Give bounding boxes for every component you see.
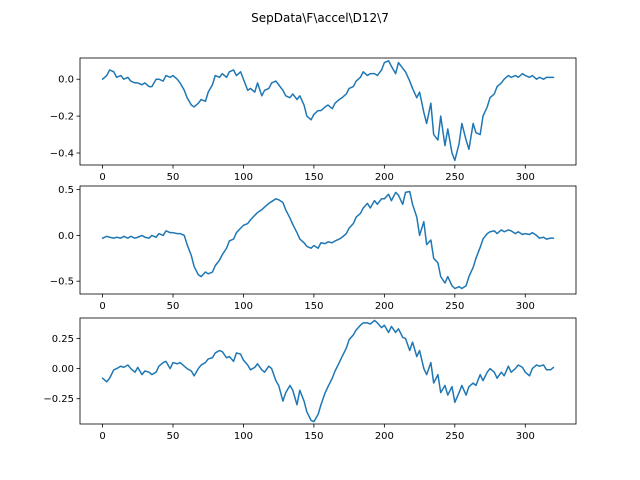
x-tick: 100 bbox=[234, 424, 253, 442]
x-tick: 250 bbox=[445, 424, 464, 442]
y-tick-label: −0.5 bbox=[50, 277, 74, 288]
x-tick-label: 200 bbox=[375, 431, 394, 442]
y-tick: 0.0 bbox=[58, 75, 80, 86]
y-tick: 0.00 bbox=[52, 364, 80, 375]
y-tick: 0.5 bbox=[58, 185, 80, 196]
x-tick-label: 200 bbox=[375, 301, 394, 312]
x-tick: 0 bbox=[99, 165, 106, 183]
x-tick-label: 250 bbox=[445, 431, 464, 442]
x-tick-label: 100 bbox=[234, 172, 253, 183]
x-tick: 300 bbox=[516, 165, 535, 183]
x-tick: 150 bbox=[304, 424, 323, 442]
x-tick-label: 300 bbox=[516, 301, 535, 312]
x-tick-label: 200 bbox=[375, 172, 394, 183]
subplot-1: 0 50 100 150 200 250 300 −0.4 −0.2 0.0 bbox=[50, 57, 577, 183]
x-tick-label: 150 bbox=[304, 301, 323, 312]
x-tick: 50 bbox=[167, 424, 180, 442]
y-tick-label: 0.25 bbox=[52, 334, 74, 345]
x-tick-label: 250 bbox=[445, 172, 464, 183]
x-tick-label: 250 bbox=[445, 301, 464, 312]
x-tick-label: 300 bbox=[516, 172, 535, 183]
y-tick: 0.0 bbox=[58, 231, 80, 242]
x-tick-label: 50 bbox=[167, 172, 180, 183]
y-tick-label: −0.2 bbox=[50, 112, 74, 123]
x-tick: 250 bbox=[445, 294, 464, 312]
x-tick-label: 0 bbox=[99, 431, 105, 442]
x-tick-label: 150 bbox=[304, 431, 323, 442]
x-tick: 250 bbox=[445, 165, 464, 183]
x-tick: 100 bbox=[234, 165, 253, 183]
subplot-2: 0 50 100 150 200 250 300 −0.5 0.0 0.5 bbox=[50, 185, 577, 312]
x-tick: 0 bbox=[99, 294, 106, 312]
x-tick: 200 bbox=[375, 424, 394, 442]
figure-title: SepData\F\accel\D12\7 bbox=[251, 11, 389, 25]
y-tick-label: −0.25 bbox=[43, 394, 74, 405]
y-tick-label: 0.00 bbox=[52, 364, 74, 375]
y-tick: −0.2 bbox=[50, 112, 80, 123]
y-tick-label: 0.5 bbox=[58, 185, 74, 196]
x-tick: 150 bbox=[304, 294, 323, 312]
x-tick-label: 100 bbox=[234, 301, 253, 312]
x-tick-label: 100 bbox=[234, 431, 253, 442]
series-line bbox=[101, 60, 555, 162]
y-tick-label: 0.0 bbox=[58, 231, 74, 242]
x-tick: 0 bbox=[99, 424, 106, 442]
axes-frame bbox=[79, 185, 577, 295]
y-tick: −0.4 bbox=[50, 149, 80, 160]
y-tick-label: −0.4 bbox=[50, 149, 74, 160]
x-tick-label: 0 bbox=[99, 172, 105, 183]
x-tick: 200 bbox=[375, 294, 394, 312]
series-line bbox=[101, 190, 555, 290]
subplot-3: 0 50 100 150 200 250 300 −0.25 0.00 0.25 bbox=[43, 317, 577, 442]
y-tick-label: 0.0 bbox=[58, 75, 74, 86]
x-tick-label: 300 bbox=[516, 431, 535, 442]
x-tick-label: 50 bbox=[167, 301, 180, 312]
series-line bbox=[101, 319, 555, 423]
axes-frame bbox=[79, 57, 577, 166]
y-tick: 0.25 bbox=[52, 334, 80, 345]
x-tick: 100 bbox=[234, 294, 253, 312]
x-tick-label: 50 bbox=[167, 431, 180, 442]
x-tick: 150 bbox=[304, 165, 323, 183]
y-tick: −0.5 bbox=[50, 277, 80, 288]
x-tick: 50 bbox=[167, 165, 180, 183]
subplots: 0 50 100 150 200 250 300−0.4−0.20.00 50 100 150 20… bbox=[43, 57, 577, 442]
x-tick: 300 bbox=[516, 424, 535, 442]
axes-frame bbox=[79, 317, 577, 425]
x-tick-label: 150 bbox=[304, 172, 323, 183]
y-tick: −0.25 bbox=[43, 394, 80, 405]
x-tick-label: 0 bbox=[99, 301, 105, 312]
x-tick: 50 bbox=[167, 294, 180, 312]
x-tick: 300 bbox=[516, 294, 535, 312]
x-tick: 200 bbox=[375, 165, 394, 183]
